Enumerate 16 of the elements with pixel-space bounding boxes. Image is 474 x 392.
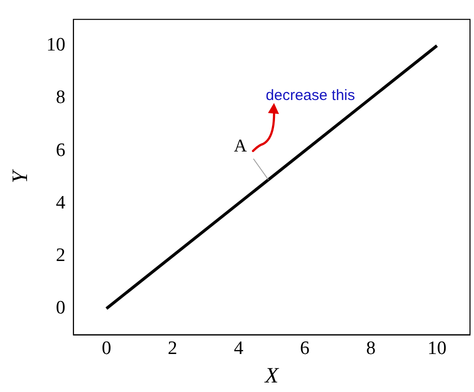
x-tick-label: 0 bbox=[102, 338, 112, 360]
y-tick-label: 6 bbox=[56, 140, 66, 161]
x-tick-label: 10 bbox=[427, 338, 446, 360]
x-tick-label: 6 bbox=[300, 338, 310, 360]
y-axis-title: Y bbox=[6, 168, 32, 184]
y-tick-label: 8 bbox=[56, 87, 66, 108]
x-tick-label: 2 bbox=[168, 338, 178, 360]
annotation: A bbox=[234, 135, 247, 156]
y-tick-label: 0 bbox=[56, 298, 66, 318]
y-tick-label: 10 bbox=[46, 34, 66, 56]
x-tick-label: 8 bbox=[366, 338, 376, 360]
x-axis-title: X bbox=[264, 362, 280, 388]
annotation: decrease this bbox=[266, 86, 356, 104]
y-tick-label: 2 bbox=[56, 244, 66, 266]
y-tick-label: 4 bbox=[56, 192, 66, 214]
x-tick-label: 4 bbox=[234, 338, 244, 360]
